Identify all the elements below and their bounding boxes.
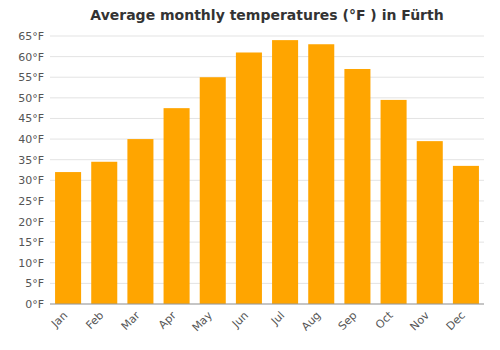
y-tick-label: 65°F xyxy=(18,30,44,43)
grid-line xyxy=(50,139,484,140)
x-tick-label: Apr xyxy=(156,309,179,332)
bar xyxy=(381,100,407,304)
x-tick-label: Nov xyxy=(407,309,432,334)
x-tick-label: Jan xyxy=(48,309,70,331)
grid-line xyxy=(50,36,484,37)
y-tick-label: 60°F xyxy=(18,51,44,64)
bar xyxy=(236,52,262,304)
x-tick-label: Mar xyxy=(119,309,143,333)
x-tick-label: Dec xyxy=(444,309,468,333)
y-tick-label: 40°F xyxy=(18,133,44,146)
x-tick-label: Oct xyxy=(373,308,396,331)
grid-line xyxy=(50,97,484,98)
grid-line xyxy=(50,56,484,57)
x-tick-label: Sep xyxy=(336,309,360,333)
x-axis-line xyxy=(50,304,484,305)
y-axis: 0°F 5°F 10°F 15°F 20°F 25°F 30°F 35°F 40°F 45°F 50… xyxy=(18,30,44,311)
bar xyxy=(127,139,153,304)
bar xyxy=(272,40,298,304)
x-tick-label: Feb xyxy=(83,309,106,332)
bar xyxy=(55,172,81,304)
bar xyxy=(200,77,226,304)
chart: Average monthly temperatures (°F ) in Fü… xyxy=(0,0,500,350)
bar xyxy=(344,69,370,304)
y-tick-label: 20°F xyxy=(18,216,44,229)
y-tick-label: 25°F xyxy=(18,195,44,208)
y-tick-label: 35°F xyxy=(18,154,44,167)
bars xyxy=(55,40,479,304)
x-tick-label: Jul xyxy=(268,309,287,328)
x-tick-label: Jun xyxy=(229,309,251,331)
bar xyxy=(164,108,190,304)
x-axis: Jan Feb Mar Apr May Jun Jul Aug Sep Oct Nov Dec xyxy=(48,308,468,334)
y-tick-label: 0°F xyxy=(25,298,44,311)
y-tick-label: 45°F xyxy=(18,112,44,125)
title: Average monthly temperatures (°F ) in Fü… xyxy=(90,7,443,23)
bar xyxy=(417,141,443,304)
y-tick-label: 30°F xyxy=(18,174,44,187)
y-tick-label: 55°F xyxy=(18,71,44,84)
bar xyxy=(453,166,479,304)
chart-container: Average monthly temperatures (°F ) in Fü… xyxy=(0,0,500,350)
y-tick-label: 15°F xyxy=(18,236,44,249)
y-tick-label: 10°F xyxy=(18,257,44,270)
grid-line xyxy=(50,118,484,119)
bar xyxy=(91,162,117,304)
grid xyxy=(50,36,484,304)
y-tick-label: 50°F xyxy=(18,92,44,105)
x-tick-label: May xyxy=(190,309,216,335)
x-tick-label: Aug xyxy=(299,309,323,333)
grid-line xyxy=(50,304,484,305)
grid-line xyxy=(50,77,484,78)
y-tick-label: 5°F xyxy=(25,277,44,290)
bar xyxy=(308,44,334,304)
